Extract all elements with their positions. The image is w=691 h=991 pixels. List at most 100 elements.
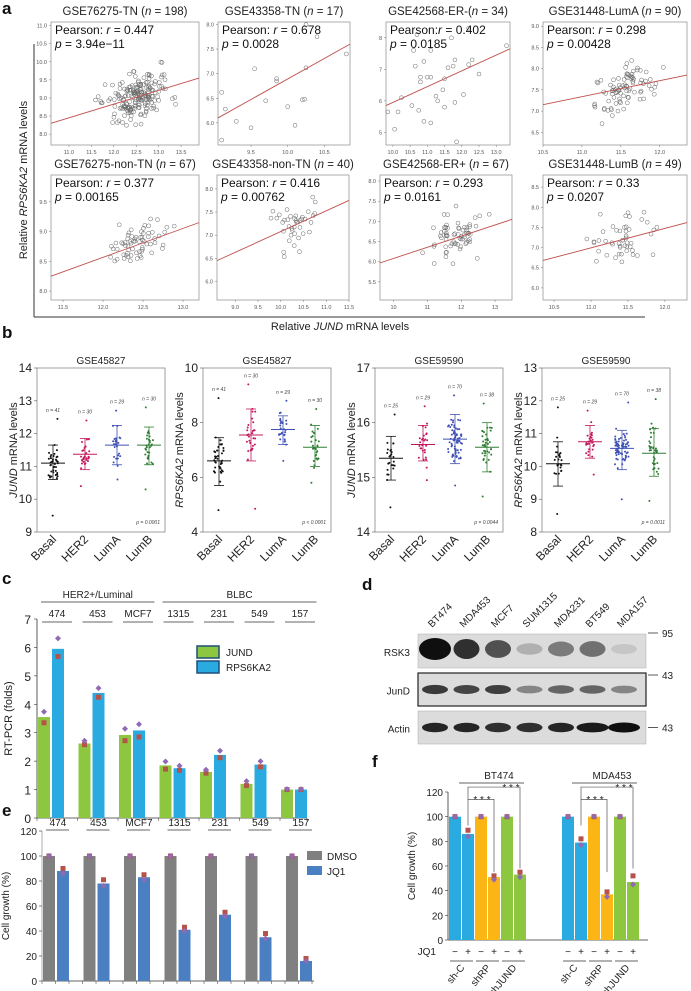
- p-value-label: p = 0.00428: [546, 37, 611, 51]
- data-point: [456, 449, 459, 452]
- data-point: [145, 102, 150, 108]
- replicate-marker: [96, 694, 101, 700]
- y-tick-label: 11: [525, 427, 538, 441]
- data-point: [553, 458, 556, 461]
- data-point: [457, 457, 460, 460]
- data-point: [254, 410, 257, 413]
- data-point: [85, 452, 88, 455]
- regression-line: [50, 222, 200, 277]
- data-point: [115, 91, 121, 97]
- y-tick-label: 10: [185, 361, 199, 375]
- bar-shrp: [601, 894, 613, 940]
- category-label: 474: [50, 818, 67, 829]
- replicate-marker: [81, 737, 88, 744]
- data-point: [93, 97, 98, 103]
- category-label: HER2: [225, 532, 258, 565]
- pearson-label: Pearson:: [390, 23, 438, 37]
- data-point: [147, 457, 150, 460]
- data-point: [598, 78, 604, 83]
- data-point: [625, 432, 628, 435]
- data-point: [649, 449, 652, 452]
- category-label: Basal: [366, 532, 397, 563]
- data-point: [142, 103, 148, 108]
- dot-plot-b4: GSE59590 8 9 10 11 12 13 RPS6KA2 mRNA levels n =…: [513, 356, 671, 565]
- data-point: [112, 104, 118, 109]
- x-tick-label: 11.5: [344, 305, 354, 311]
- data-point: [617, 453, 620, 456]
- category-label: LumB: [123, 532, 155, 564]
- y-tick-label: 5.5: [368, 280, 376, 286]
- data-point: [619, 259, 625, 265]
- data-point: [248, 125, 254, 131]
- data-point: [623, 233, 629, 239]
- protein-band: [485, 684, 511, 695]
- a-y-axis-label: Relative RPS6KA2 mRNA levels: [18, 100, 30, 259]
- data-point: [125, 93, 131, 98]
- y-tick-label: 6.0: [368, 260, 376, 266]
- data-point: [453, 431, 456, 434]
- data-point: [458, 436, 461, 439]
- data-point: [116, 464, 119, 467]
- data-point: [303, 22, 309, 27]
- y-tick-label: 9.5: [39, 78, 47, 84]
- p-symbol: p: [389, 37, 397, 51]
- data-point: [614, 463, 617, 466]
- data-point: [585, 442, 588, 445]
- data-point: [654, 449, 657, 452]
- y-tick-label: 11.0: [37, 24, 47, 30]
- data-point: [136, 105, 142, 110]
- data-point: [248, 439, 251, 442]
- data-point: [141, 82, 146, 87]
- data-point: [457, 246, 463, 252]
- r-symbol: r: [273, 23, 278, 37]
- data-point: [292, 123, 298, 128]
- y-tick-label: 10: [19, 492, 33, 506]
- bar-dmso: [83, 856, 96, 981]
- data-point: [312, 431, 315, 434]
- data-point: [484, 452, 487, 455]
- data-point: [285, 217, 291, 223]
- data-point: [131, 91, 137, 97]
- title-main: GSE76275-TN (: [63, 6, 146, 18]
- panel-letter-f: f: [372, 752, 378, 771]
- title-rest: = 40): [324, 159, 354, 171]
- y-tick-label: 80: [432, 837, 444, 848]
- data-point: [112, 461, 115, 464]
- data-point: [128, 253, 134, 258]
- x-tick-label: 10.5: [538, 150, 549, 156]
- data-point: [138, 86, 144, 92]
- protein-band: [611, 643, 637, 655]
- title-rest: = 17): [314, 6, 344, 18]
- data-point: [288, 214, 293, 219]
- y-tick-label: 100: [20, 852, 37, 863]
- data-point: [146, 462, 149, 465]
- data-point: [160, 242, 166, 248]
- data-point: [621, 93, 626, 99]
- data-point: [650, 422, 653, 425]
- data-point: [481, 435, 484, 438]
- title-main: GSE31448-LumB (: [548, 159, 645, 171]
- data-point: [170, 96, 175, 101]
- data-point: [613, 101, 619, 106]
- data-point: [111, 114, 117, 120]
- panel-letter-e: e: [2, 801, 11, 820]
- label-suffix: mRNA levels: [18, 100, 30, 167]
- data-point: [591, 448, 594, 451]
- data-point: [149, 87, 155, 93]
- data-point: [469, 57, 475, 63]
- data-point: [617, 440, 620, 443]
- data-point: [251, 432, 254, 435]
- data-point: [645, 219, 650, 225]
- y-tick-label: 14: [357, 525, 371, 539]
- y-tick-label: 12: [524, 394, 538, 408]
- data-point: [219, 443, 222, 446]
- data-point: [254, 507, 257, 510]
- data-point: [279, 417, 282, 420]
- data-point: [54, 465, 57, 468]
- replicate-marker: [222, 909, 228, 915]
- data-point: [486, 212, 492, 217]
- bar-sh-c: [575, 842, 587, 940]
- data-point: [118, 452, 121, 455]
- data-point: [596, 248, 601, 254]
- data-point: [156, 98, 161, 103]
